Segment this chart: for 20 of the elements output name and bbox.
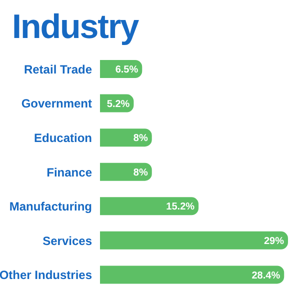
bar: [100, 162, 152, 181]
bar: [100, 197, 199, 216]
chart-title: Industry: [12, 8, 138, 47]
y-tick-label: Manufacturing: [9, 200, 92, 214]
data-label: 8%: [133, 167, 148, 178]
y-tick-label: Retail Trade: [24, 62, 92, 76]
data-label: 5.2%: [106, 98, 130, 110]
data-label: 29%: [264, 236, 284, 247]
data-label: 6.5%: [115, 64, 138, 76]
y-tick-label: Education: [34, 130, 92, 145]
y-tick-label: Finance: [46, 165, 92, 180]
bar: [100, 266, 284, 284]
data-label: 15.2%: [166, 202, 195, 213]
y-tick-label: Other Industries: [0, 268, 92, 282]
y-tick-label: Government: [21, 96, 92, 111]
bar: [100, 128, 152, 147]
data-label: 28.4%: [252, 270, 280, 282]
bar: [100, 231, 288, 250]
y-tick-label: Services: [42, 234, 92, 248]
data-label: 8%: [133, 133, 148, 144]
